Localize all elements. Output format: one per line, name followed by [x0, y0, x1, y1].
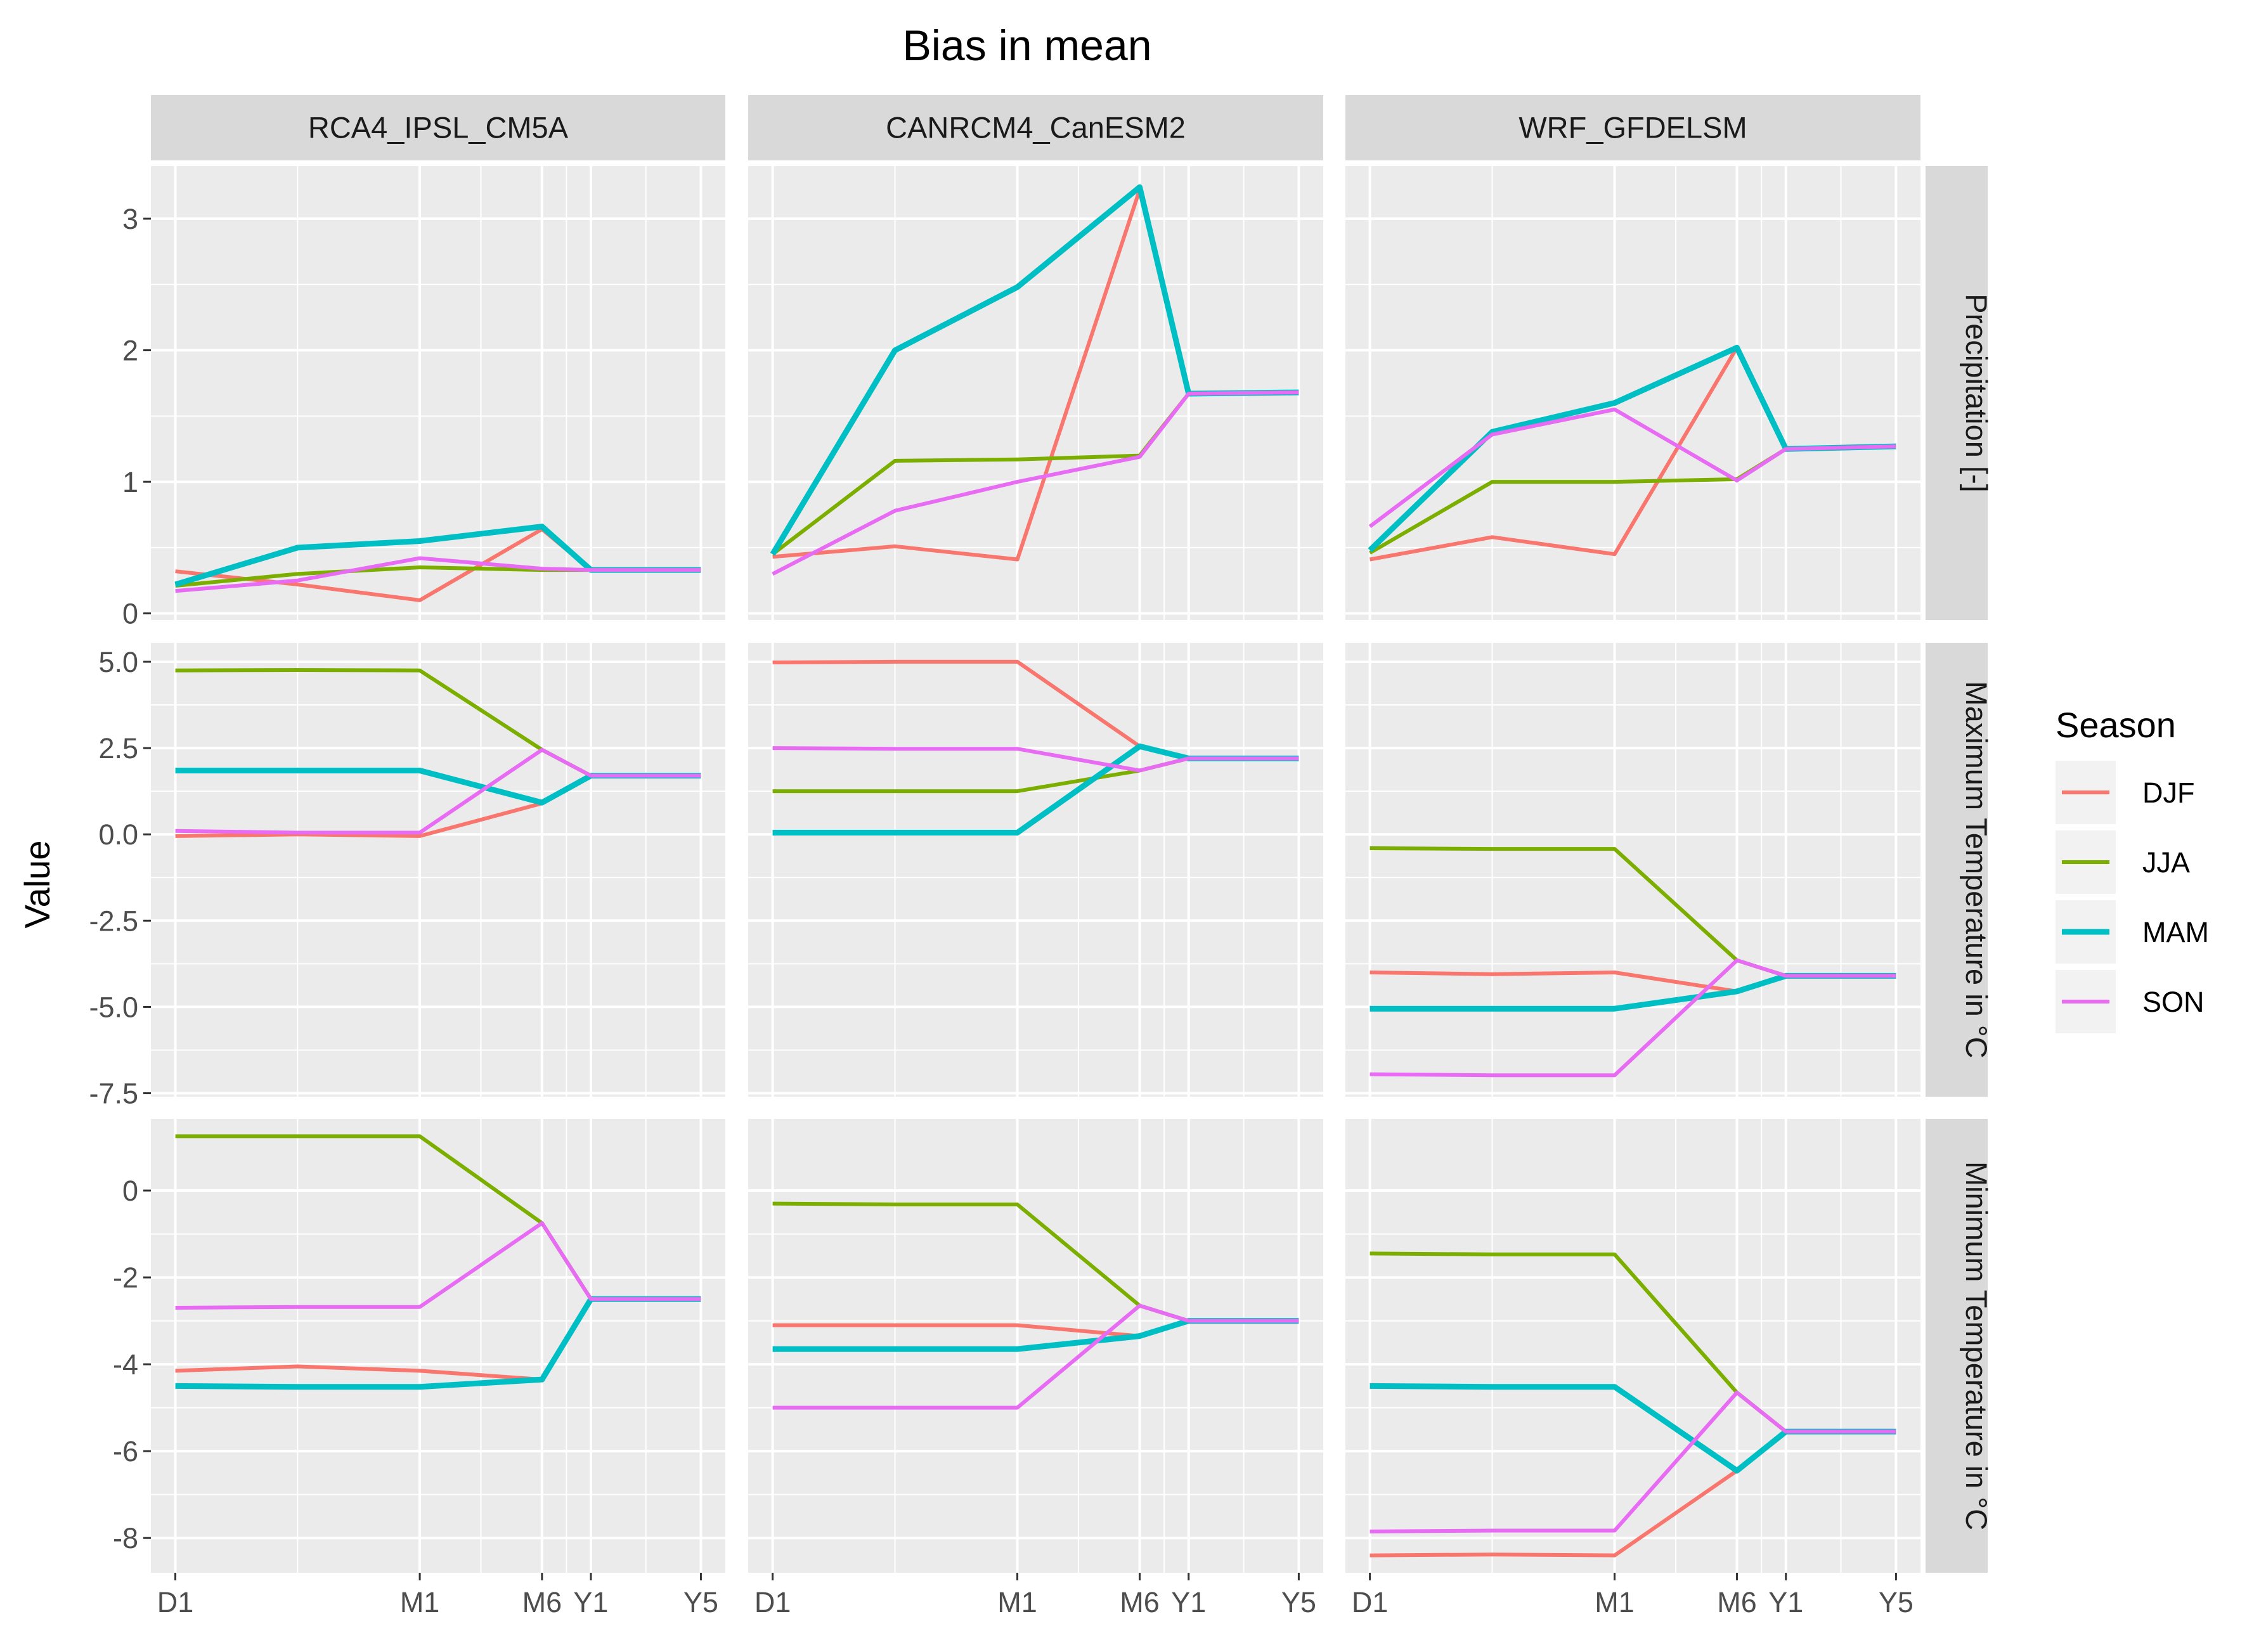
strip-right-label-2: Minimum Temperature in °C	[1960, 1161, 1993, 1530]
strip-right-1	[1926, 643, 1988, 1097]
y-tick-label: 0	[122, 1175, 138, 1207]
y-tick-label: 1	[122, 466, 138, 498]
x-tick-label: Y5	[1879, 1586, 1914, 1618]
legend-entry-djf: DJF	[2056, 761, 2195, 824]
series-line-son	[772, 390, 1299, 576]
y-tick-label: -6	[113, 1435, 138, 1468]
x-axes: D1 M1 M6 Y1 Y5 D1 M1 M6 Y1 Y5 D1 M1 M6 Y1 Y5	[157, 1573, 1914, 1618]
x-tick-label: M1	[997, 1586, 1037, 1618]
x-tick-label: M6	[1717, 1586, 1757, 1618]
chart-title: Bias in mean	[902, 22, 1151, 70]
panel-0-0	[151, 166, 725, 620]
strip-top-1	[748, 95, 1323, 160]
y-tick-label: -2.5	[89, 905, 138, 937]
y-tick-label: 3	[122, 203, 138, 235]
y-tick-label: -4	[113, 1348, 138, 1381]
x-tick-label: D1	[1352, 1586, 1389, 1618]
legend-label: MAM	[2142, 916, 2209, 948]
y-tick-label: -8	[113, 1522, 138, 1554]
panel-2-1	[748, 1119, 1323, 1573]
y-tick-label: 2.5	[98, 732, 138, 765]
series-line-son	[175, 1221, 701, 1310]
legend-entry-mam: MAM	[2056, 900, 2209, 964]
y-tick-label: 5.0	[98, 646, 138, 678]
y-tick-label: 2	[122, 335, 138, 367]
legend-label: DJF	[2142, 777, 2195, 809]
series-line-son	[175, 747, 701, 835]
panel-0-2	[1345, 166, 1920, 620]
y-tick-label: -5.0	[89, 991, 138, 1023]
x-tick-label: Y1	[1171, 1586, 1206, 1618]
x-tick-label: Y5	[1281, 1586, 1316, 1618]
strip-right-2	[1926, 1119, 1988, 1573]
series-line-son	[772, 1303, 1299, 1410]
x-tick-label: Y5	[683, 1586, 718, 1618]
panel-2-2	[1345, 1119, 1920, 1573]
panel-0-1	[748, 166, 1323, 620]
panel-background	[748, 643, 1323, 1097]
strip-right-label-0: Precipitation [-]	[1960, 294, 1993, 492]
x-tick-label: Y1	[1768, 1586, 1803, 1618]
panel-background	[1345, 643, 1920, 1097]
variable-strips: Precipitation [-] Maximum Temperature in …	[1926, 166, 1993, 1573]
legend-entry-jja: JJA	[2056, 830, 2190, 894]
panel-background	[151, 1119, 725, 1573]
legend-entries: DJF JJA MAM SON	[2056, 761, 2209, 1033]
series-line-son	[175, 556, 701, 593]
panel-background	[1345, 1119, 1920, 1573]
series-line-son	[1368, 407, 1896, 528]
x-tick-label: M6	[522, 1586, 562, 1618]
y-axes: 0 1 2 3 -7.5 -5.0 -2.5 0.0 2.5 5.0 -8 -6 -4 -2 0	[89, 203, 151, 1554]
x-tick-label: M6	[1120, 1586, 1160, 1618]
strip-top-label-2: WRF_GFDELSM	[1519, 111, 1747, 145]
y-tick-label: 0.0	[98, 818, 138, 851]
strip-top-label-0: RCA4_IPSL_CM5A	[308, 111, 569, 145]
y-axis-label: Value	[17, 840, 57, 928]
panels	[151, 166, 1920, 1573]
x-tick-label: M1	[1595, 1586, 1635, 1618]
legend-title: Season	[2056, 705, 2176, 745]
legend-entry-son: SON	[2056, 970, 2205, 1033]
legend-label: JJA	[2142, 846, 2190, 879]
x-tick-label: D1	[754, 1586, 791, 1618]
series-line-son	[772, 746, 1299, 773]
strip-top-2	[1345, 95, 1920, 160]
panel-background	[151, 166, 725, 620]
y-tick-label: 0	[122, 598, 138, 630]
y-tick-label: -7.5	[89, 1078, 138, 1110]
series-line-son	[1370, 1390, 1896, 1533]
strip-top-label-1: CANRCM4_CanESM2	[886, 111, 1186, 145]
panel-1-1	[748, 643, 1323, 1097]
panel-2-0	[151, 1119, 725, 1573]
x-tick-label: Y1	[573, 1586, 608, 1618]
series-line-son	[1370, 958, 1896, 1078]
legend-label: SON	[2142, 986, 2205, 1018]
strip-top-0	[151, 95, 725, 160]
panel-background	[151, 643, 725, 1097]
panel-1-2	[1345, 643, 1920, 1097]
panel-1-0	[151, 643, 725, 1097]
x-tick-label: D1	[157, 1586, 194, 1618]
x-tick-label: M1	[400, 1586, 440, 1618]
y-tick-label: -2	[113, 1262, 138, 1294]
strip-right-0	[1926, 166, 1988, 620]
strip-right-label-1: Maximum Temperature in °C	[1960, 681, 1993, 1058]
model-strips: RCA4_IPSL_CM5A CANRCM4_CanESM2 WRF_GFDELSM	[151, 95, 1920, 160]
legend: Season DJF JJA MAM SON	[2056, 705, 2209, 1033]
